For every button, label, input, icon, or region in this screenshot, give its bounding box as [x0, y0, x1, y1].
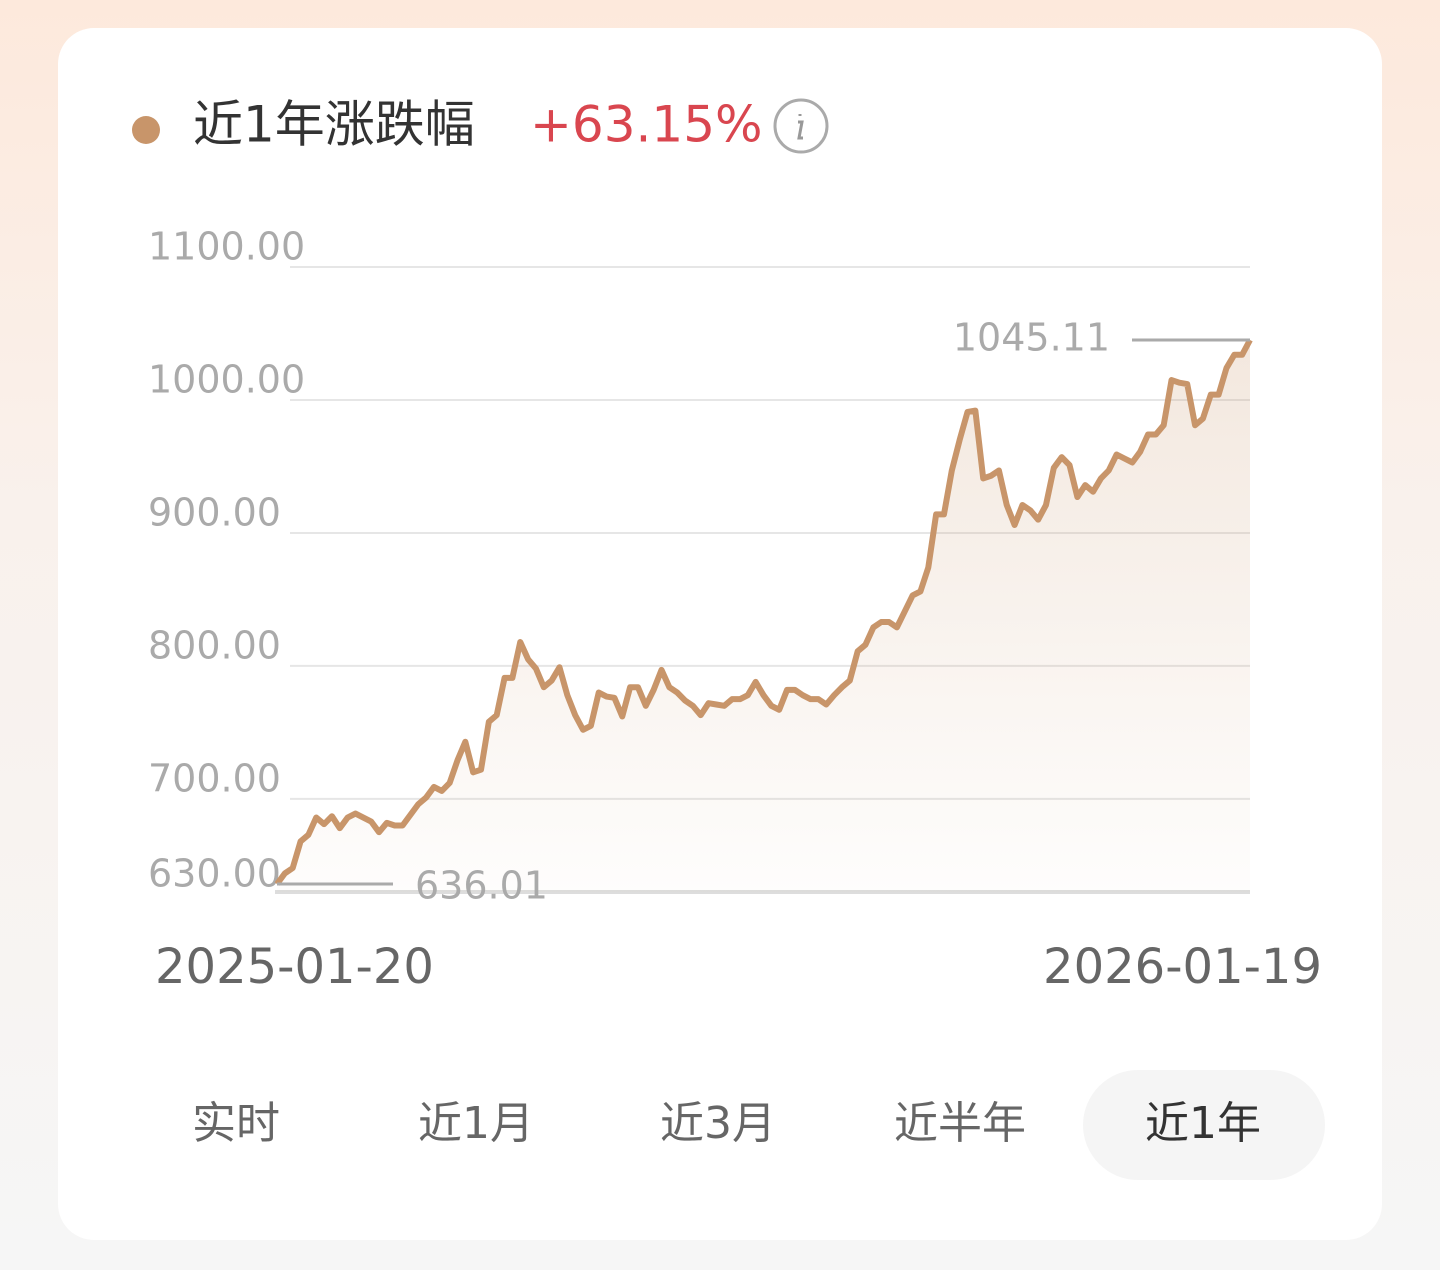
y-tick-label: 1100.00 [148, 225, 305, 269]
y-tick-label: 900.00 [148, 490, 281, 534]
y-tick-label: 700.00 [148, 756, 281, 800]
change: +63.15% [530, 96, 763, 154]
y-tick-label: 1000.00 [148, 357, 305, 401]
y-tick-label: 800.00 [148, 623, 281, 667]
area [277, 339, 1250, 892]
tab[interactable]: 近1月 [418, 1098, 534, 1149]
tab-active-bg[interactable] [1083, 1070, 1325, 1180]
tab[interactable]: 近半年 [894, 1098, 1026, 1149]
x-tick-label: 2025-01-20 [155, 939, 434, 995]
max-annotation: 1045.11 [953, 315, 1110, 359]
title: 近1年涨跌幅 [193, 96, 475, 154]
x-tick-label: 2026-01-19 [1043, 939, 1322, 995]
line [274, 338, 1253, 886]
info-icon[interactable] [773, 98, 829, 154]
y-tick-label: 630.00 [148, 852, 281, 896]
tab[interactable]: 实时 [192, 1098, 280, 1149]
legend-dot [132, 116, 160, 144]
tab[interactable]: 近1年 [1145, 1098, 1261, 1149]
tab[interactable]: 近3月 [660, 1098, 776, 1149]
min-annotation: 636.01 [415, 864, 548, 908]
